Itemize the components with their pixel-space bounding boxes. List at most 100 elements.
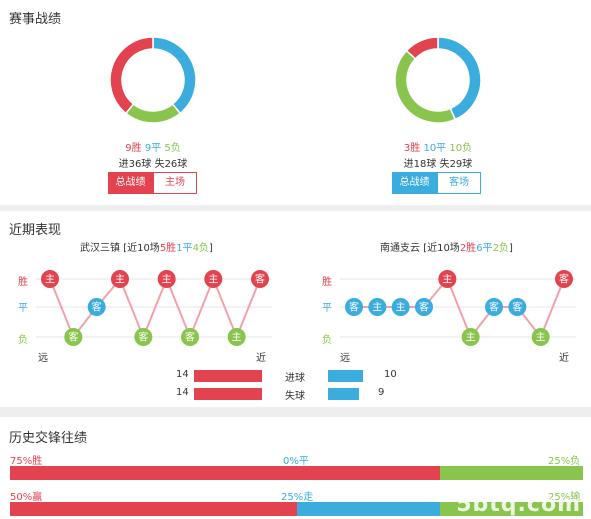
right-form-point: 主 bbox=[461, 328, 480, 346]
right-goals: 进18球 失29球 bbox=[403, 159, 473, 170]
left-donut-loss-slice bbox=[124, 102, 182, 124]
right-tab-away[interactable]: 客场 bbox=[437, 172, 481, 194]
right-form-venue-label: 主 bbox=[442, 274, 452, 286]
right-donut-chart bbox=[394, 36, 482, 124]
right-losses: 10负 bbox=[449, 143, 473, 154]
left-form-marker bbox=[227, 328, 246, 346]
right-form-venue-label: 主 bbox=[466, 332, 476, 344]
right-goals-against-bar bbox=[328, 388, 360, 400]
right-form-marker bbox=[345, 298, 363, 316]
right-donut-win-slice bbox=[405, 36, 439, 60]
left-axis-near: 近 bbox=[256, 353, 266, 364]
left-summary-suffix: ] bbox=[208, 243, 213, 254]
left-form-marker bbox=[204, 270, 223, 288]
history-panel: 历史交锋往绩 75%胜 0%平 25%负 50%赢 25%走 25%输 bbox=[0, 417, 591, 519]
history-row2-bar bbox=[10, 502, 583, 516]
left-form-point: 客 bbox=[134, 328, 153, 346]
left-form-venue-label: 主 bbox=[45, 274, 55, 286]
right-wins: 3胜 bbox=[403, 143, 421, 154]
left-tab-home[interactable]: 主场 bbox=[153, 172, 197, 194]
left-form-point: 客 bbox=[87, 298, 106, 316]
right-form-marker bbox=[415, 298, 433, 316]
left-goals-against-value: 14 bbox=[176, 387, 189, 398]
left-form-point: 主 bbox=[111, 270, 129, 288]
right-draws: 10平 bbox=[423, 143, 447, 154]
right-goals-for-bar bbox=[328, 370, 363, 382]
section-title-recent: 近期表现 bbox=[9, 223, 62, 238]
history-row1-bar bbox=[10, 466, 583, 480]
history-row2-mid-label: 25%走 bbox=[281, 492, 314, 503]
right-form-point: 客 bbox=[415, 298, 433, 316]
left-form-marker bbox=[251, 270, 269, 288]
history-row1-left-label: 75%胜 bbox=[10, 456, 43, 467]
right-goals-for-value: 10 bbox=[384, 369, 397, 380]
left-form-marker bbox=[64, 328, 83, 346]
history-row2-win-segment bbox=[10, 502, 297, 516]
right-form-marker bbox=[391, 298, 410, 316]
left-donut-chart bbox=[109, 36, 197, 124]
left-form-venue-label: 主 bbox=[162, 274, 172, 286]
left-wins: 9胜 bbox=[125, 143, 142, 154]
history-row1-win-segment bbox=[10, 466, 440, 480]
section-title-history: 历史交锋往绩 bbox=[9, 431, 88, 446]
left-form-marker bbox=[87, 298, 106, 316]
left-form-marker bbox=[181, 328, 199, 346]
goals-against-label: 失球 bbox=[285, 391, 305, 402]
right-form-point: 客 bbox=[508, 298, 527, 316]
right-form-marker bbox=[461, 328, 480, 346]
left-form-marker bbox=[111, 270, 129, 288]
left-form-marker bbox=[157, 270, 176, 288]
left-form-venue-label: 主 bbox=[208, 274, 218, 286]
left-tab-all-record[interactable]: 总战绩 bbox=[108, 172, 153, 194]
left-form-venue-label: 客 bbox=[185, 331, 195, 344]
history-row2-right-label: 25%输 bbox=[548, 492, 581, 503]
left-goals-for-value: 14 bbox=[176, 369, 189, 380]
left-goals-against-bar bbox=[194, 388, 262, 400]
right-form-point: 主 bbox=[391, 298, 410, 316]
right-form-chart: 客主主客主主客 客主客 bbox=[340, 270, 576, 346]
history-row1-mid-label: 0%平 bbox=[283, 456, 309, 467]
right-form-point: 客 bbox=[555, 270, 573, 288]
left-form-venue-label: 主 bbox=[232, 332, 242, 344]
right-form-venue-label: 客 bbox=[559, 273, 569, 286]
right-donut-loss-slice bbox=[394, 49, 457, 124]
right-form-venue-label: 客 bbox=[489, 301, 499, 314]
right-form-marker bbox=[438, 270, 457, 288]
right-form-line bbox=[354, 277, 565, 339]
history-row1-right-label: 25%负 bbox=[548, 456, 581, 467]
right-form-marker bbox=[368, 298, 387, 316]
right-form-point: 主 bbox=[438, 270, 457, 288]
left-form-point: 主 bbox=[227, 328, 246, 346]
right-tab-all-record[interactable]: 总战绩 bbox=[392, 172, 437, 194]
right-form-marker bbox=[555, 270, 573, 288]
left-team-summary: 武汉三镇 [近10场5胜1平4负] bbox=[80, 239, 213, 254]
left-form-point: 主 bbox=[204, 270, 223, 288]
left-goals-for-bar bbox=[194, 370, 262, 382]
right-record-donut bbox=[394, 36, 482, 124]
left-form-venue-label: 主 bbox=[115, 274, 125, 286]
right-form-marker bbox=[485, 298, 503, 316]
right-record-counts: 3胜 10平 10负 bbox=[378, 139, 498, 154]
right-summary-wins: 2胜 bbox=[459, 243, 477, 254]
recent-form-panel: 近期表现 武汉三镇 [近10场5胜1平4负] 南通支云 [近10场2胜6平2负]… bbox=[0, 211, 591, 407]
left-losses: 5负 bbox=[164, 143, 181, 154]
right-axis-far: 远 bbox=[340, 353, 350, 364]
right-team-summary: 南通支云 [近10场2胜6平2负] bbox=[380, 239, 513, 254]
left-summary-wins: 5胜 bbox=[159, 243, 177, 254]
left-form-venue-label: 客 bbox=[92, 301, 102, 314]
left-summary-losses: 4负 bbox=[192, 243, 209, 254]
left-form-point: 客 bbox=[181, 328, 199, 346]
left-form-marker bbox=[134, 328, 153, 346]
right-form-point: 客 bbox=[485, 298, 503, 316]
right-summary-suffix: ] bbox=[508, 243, 513, 254]
left-form-point: 客 bbox=[251, 270, 269, 288]
left-donut-win-slice bbox=[109, 36, 154, 115]
left-form-venue-label: 客 bbox=[138, 331, 148, 344]
right-tab-group: 总战绩 客场 bbox=[392, 172, 481, 194]
right-axis-loss: 负 bbox=[322, 335, 332, 346]
left-summary-draws: 1平 bbox=[176, 243, 193, 254]
left-form-point: 客 bbox=[64, 328, 83, 346]
left-goals: 进36球 失26球 bbox=[118, 159, 188, 170]
right-form-marker bbox=[508, 298, 527, 316]
left-axis-far: 远 bbox=[38, 353, 48, 364]
